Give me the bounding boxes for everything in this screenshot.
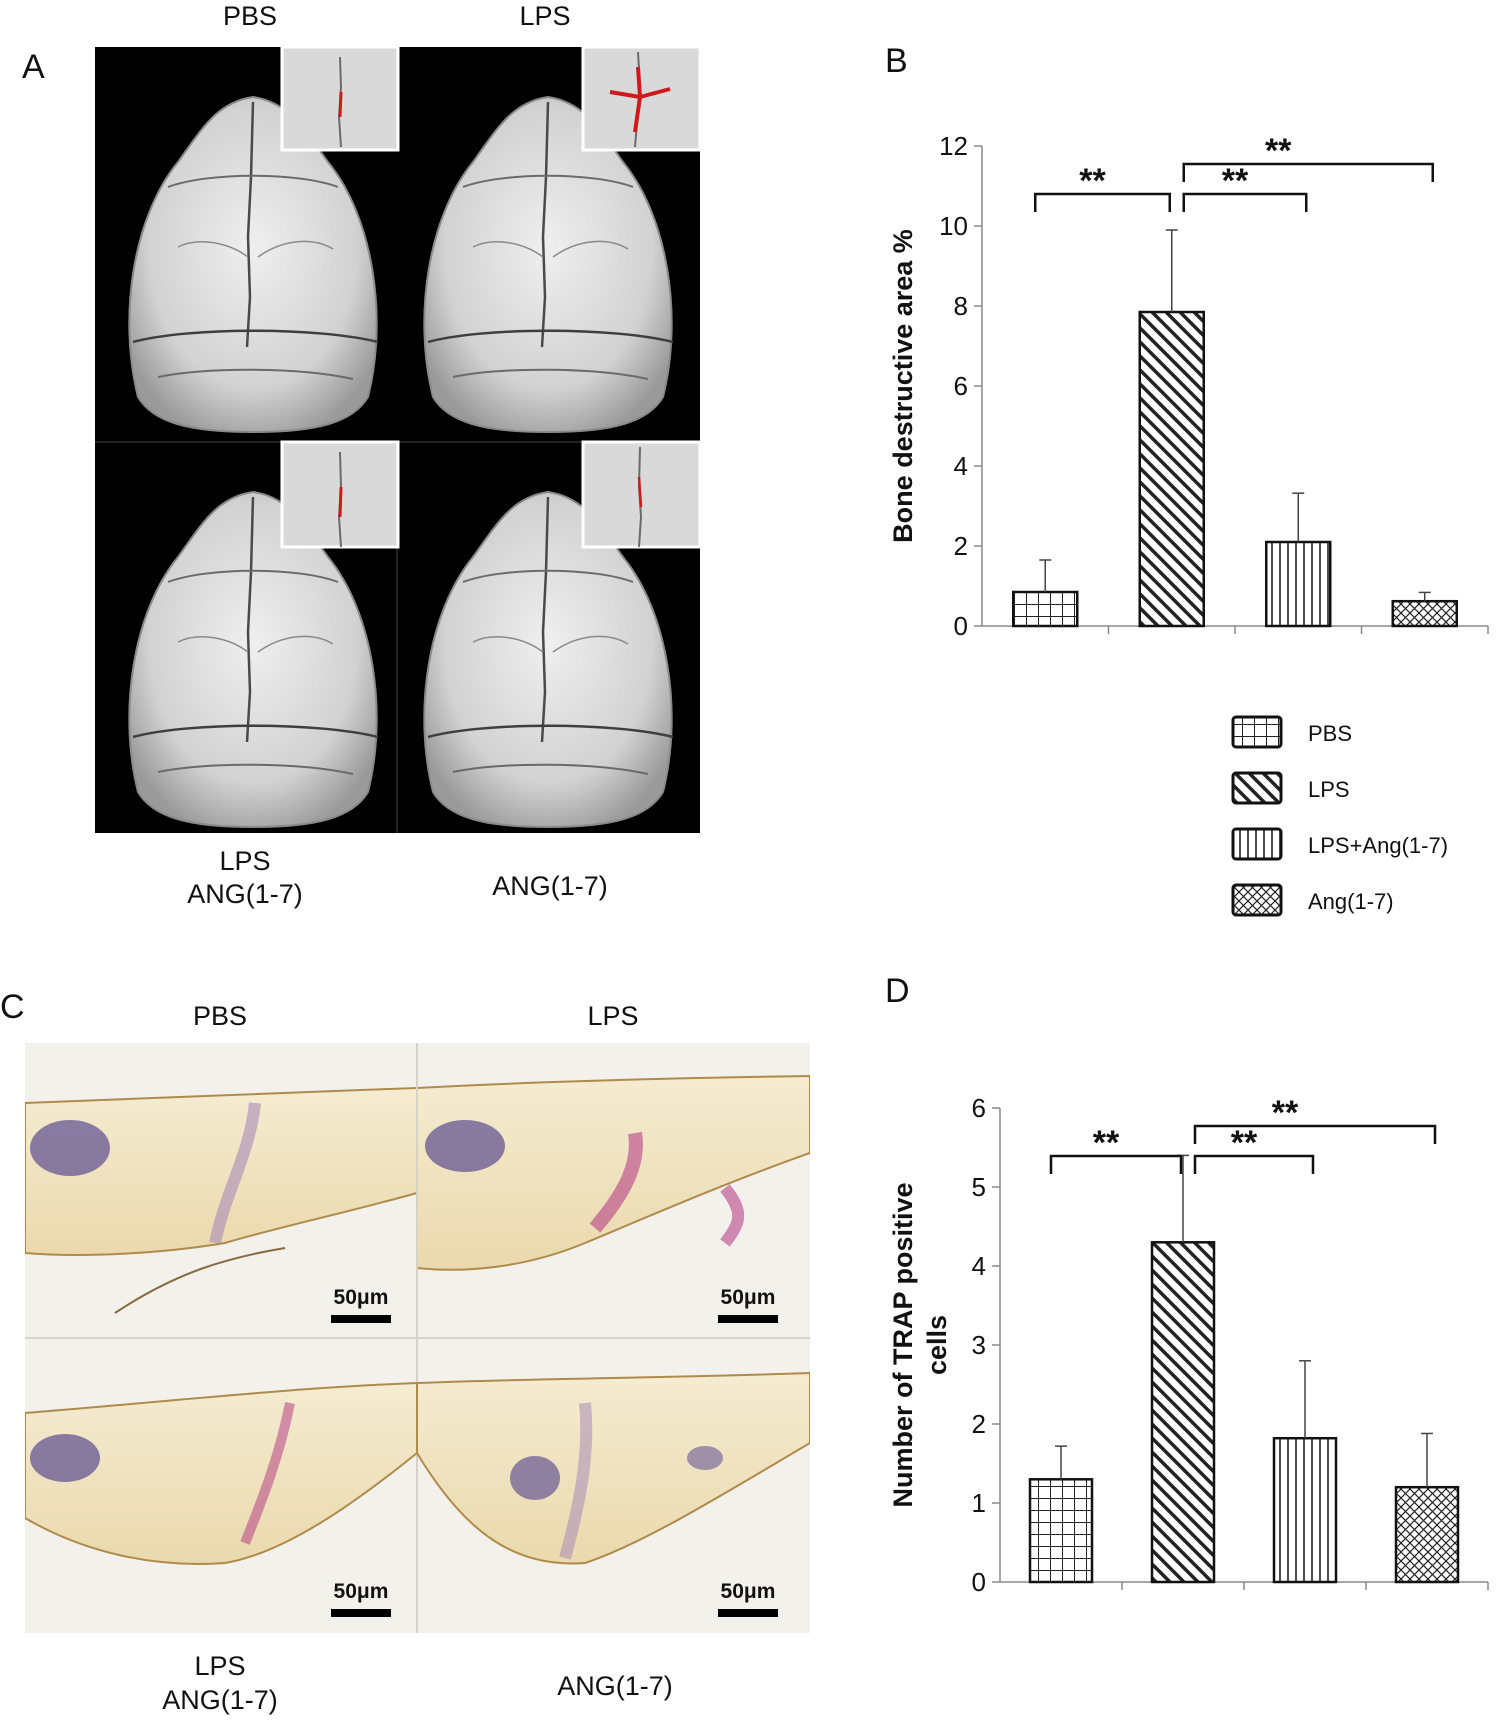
panel-c-label-ang: ANG(1-7): [557, 1671, 673, 1701]
bar-LPS: [1150, 1241, 1216, 1584]
significance-label: **: [1272, 1094, 1299, 1132]
bar-LPS: [1138, 310, 1205, 628]
y-axis-label: Bone destructive area %: [888, 229, 918, 543]
y-tick-label: 2: [972, 1409, 986, 1439]
significance-label: **: [1093, 1124, 1120, 1162]
y-tick-label: 0: [972, 1567, 986, 1597]
scale-bar-ang: [718, 1609, 778, 1617]
y-tick-label: 1: [972, 1488, 986, 1518]
y-tick-label: 0: [954, 611, 968, 641]
panel-c-label-lps-ang-line2: ANG(1-7): [162, 1685, 278, 1715]
scale-bar-label-lps-ang: 50μm: [333, 1580, 389, 1603]
panel-c-label-lps-ang-line1: LPS: [194, 1651, 246, 1681]
panel-a-label-lps-ang-line1: LPS: [219, 846, 271, 876]
legend-label-LPS: LPS: [1308, 777, 1350, 802]
legend-swatch-LPS: [1231, 771, 1283, 805]
bar-LPS+Ang(1-7): [1265, 540, 1332, 628]
chart-b-bone-destructive-area: 0 2 4 6 8 10 12 ** ** ** Bone destructive area % PB…: [888, 131, 1489, 917]
bar-LPS+Ang(1-7): [1272, 1436, 1338, 1584]
significance-bracket: [1049, 1154, 1183, 1174]
panel-c-label-pbs: PBS: [192, 1001, 248, 1031]
significance-label: **: [1265, 132, 1292, 170]
legend-swatch-LPS+Ang(1-7): [1231, 827, 1283, 861]
scale-bar-lps-ang: [331, 1609, 391, 1617]
legend-swatch-PBS: [1231, 715, 1283, 749]
significance-bracket: [1193, 1154, 1315, 1174]
panel-a-letter: A: [22, 48, 45, 86]
panel-d-letter: D: [885, 972, 910, 1010]
significance-bracket: [1182, 192, 1308, 212]
micro-ct-skull-images: [95, 47, 700, 833]
significance-label: **: [1231, 1124, 1258, 1162]
y-tick-label: 2: [954, 531, 968, 561]
scale-bar-label-ang: 50μm: [720, 1580, 776, 1603]
bar-PBS: [1028, 1478, 1094, 1584]
y-tick-label: 5: [972, 1172, 986, 1202]
panel-b-letter: B: [885, 42, 908, 80]
trap-histology-grid: [25, 1043, 810, 1633]
bar-PBS: [1012, 590, 1079, 628]
scale-bar-lps: [718, 1315, 778, 1323]
significance-label: **: [1079, 162, 1106, 200]
micro-ct-skull-grid: [95, 47, 700, 833]
bar-Ang(1-7): [1391, 599, 1458, 628]
y-tick-label: 4: [954, 451, 968, 481]
scale-bar-label-pbs: 50μm: [333, 1286, 389, 1309]
y-axis-label: Number of TRAP positive cells: [888, 1182, 952, 1507]
y-tick-label: 6: [972, 1093, 986, 1123]
trap-histology-images: 50μm 50μm 50μm 50μm: [25, 1043, 810, 1633]
legend-swatch-Ang(1-7): [1231, 883, 1283, 917]
panel-a-label-ang: ANG(1-7): [492, 871, 608, 901]
y-tick-label: 6: [954, 371, 968, 401]
legend-label-Ang(1-7): Ang(1-7): [1308, 889, 1394, 914]
y-tick-label: 4: [972, 1251, 986, 1281]
panel-a-label-pbs: PBS: [222, 1, 278, 31]
legend-label-PBS: PBS: [1308, 721, 1352, 746]
panel-c-letter: C: [0, 988, 25, 1026]
y-axis-label-line: cells: [922, 1315, 952, 1375]
significance-label: **: [1222, 162, 1249, 200]
y-tick-label: 8: [954, 291, 968, 321]
panel-c-label-lps: LPS: [587, 1001, 639, 1031]
scale-bar-pbs: [331, 1315, 391, 1323]
y-tick-label: 12: [939, 131, 968, 161]
panel-a-label-lps: LPS: [519, 1, 571, 31]
y-tick-label: 10: [939, 211, 968, 241]
y-tick-label: 3: [972, 1330, 986, 1360]
panel-a-label-lps-ang-line2: ANG(1-7): [187, 879, 303, 909]
bar-Ang(1-7): [1394, 1485, 1460, 1584]
significance-bracket: [1034, 192, 1171, 212]
chart-d-trap-positive-cells: 0 1 2 3 4 5 6 ** ** ** Number of TRAP positive cell…: [888, 1093, 1489, 1597]
significance-bracket: [1182, 162, 1434, 182]
legend-label-LPS+Ang(1-7): LPS+Ang(1-7): [1308, 833, 1448, 858]
significance-bracket: [1193, 1124, 1437, 1144]
y-axis-label-line: Number of TRAP positive: [888, 1182, 918, 1507]
scale-bar-label-lps: 50μm: [720, 1286, 776, 1309]
